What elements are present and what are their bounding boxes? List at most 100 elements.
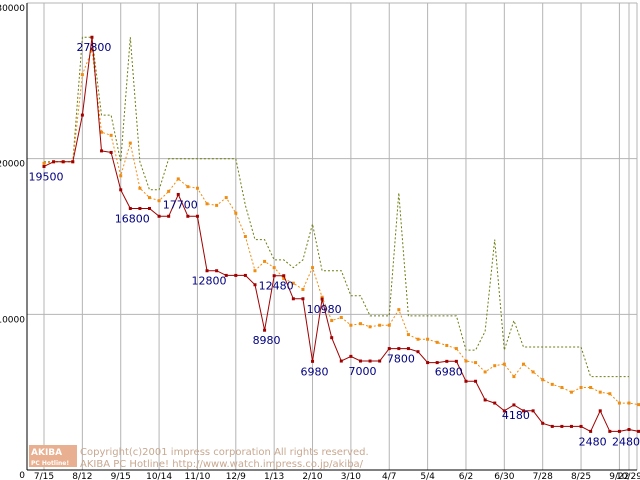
data-point-min bbox=[454, 359, 458, 363]
data-point-average bbox=[147, 196, 151, 200]
data-point-min bbox=[560, 424, 564, 428]
data-point-average bbox=[272, 266, 276, 270]
data-point-average bbox=[301, 287, 305, 291]
data-point-min bbox=[224, 273, 228, 277]
data-point-average bbox=[215, 203, 219, 207]
data-point-min bbox=[109, 150, 113, 154]
data-point-average bbox=[349, 323, 353, 327]
data-point-average bbox=[253, 269, 257, 273]
data-point-average bbox=[502, 362, 506, 366]
data-point-average bbox=[589, 385, 593, 389]
series bbox=[42, 35, 640, 433]
data-labels: 19500 27800 16800 17700 12800 8980 12480 6980 10… bbox=[29, 41, 640, 448]
x-tick-label: 8/12 bbox=[72, 472, 92, 480]
data-point-average bbox=[454, 347, 458, 351]
data-point-min bbox=[90, 35, 94, 39]
x-tick-labels: 7/15 8/12 9/15 10/14 11/10 12/9 1/13 2/10 3/10 4/… bbox=[34, 472, 640, 480]
data-point-min bbox=[627, 428, 631, 432]
x-tick-label: 7/28 bbox=[533, 472, 553, 480]
x-tick-label: 5/4 bbox=[420, 472, 435, 480]
data-point-average bbox=[157, 199, 161, 203]
data-point-average bbox=[483, 370, 487, 374]
data-point-min bbox=[512, 403, 516, 407]
data-point-average bbox=[512, 375, 516, 379]
data-point-average bbox=[205, 202, 209, 206]
data-point-average bbox=[435, 340, 439, 344]
data-point-min bbox=[435, 361, 439, 365]
data-point-min bbox=[358, 359, 362, 363]
data-point-min bbox=[617, 429, 621, 433]
y-tick-labels: 0 10000 20000 30000 bbox=[0, 4, 25, 480]
data-point-min bbox=[138, 206, 142, 210]
data-point-min bbox=[531, 409, 535, 413]
data-point-average bbox=[627, 401, 631, 405]
data-point-min bbox=[608, 429, 612, 433]
data-label: 16800 bbox=[115, 212, 150, 225]
data-label: 6980 bbox=[301, 365, 329, 378]
data-point-min bbox=[502, 409, 506, 413]
data-point-min bbox=[291, 297, 295, 301]
x-tick-label: 4/7 bbox=[382, 472, 396, 480]
data-point-average bbox=[195, 186, 199, 190]
data-label: 4180 bbox=[502, 409, 530, 422]
data-point-average bbox=[186, 185, 190, 189]
data-point-min bbox=[320, 297, 324, 301]
data-point-average bbox=[311, 266, 315, 270]
x-tick-label: 11/10 bbox=[184, 472, 210, 480]
series-line-average bbox=[43, 49, 639, 406]
x-tick-label: 9/22 bbox=[609, 472, 629, 480]
data-label: 6980 bbox=[435, 365, 463, 378]
data-point-average bbox=[579, 385, 583, 389]
data-point-min bbox=[339, 359, 343, 363]
data-point-average bbox=[167, 189, 171, 193]
data-point-average bbox=[541, 378, 545, 382]
x-tick-label: 2/10 bbox=[302, 472, 322, 480]
data-point-min bbox=[61, 160, 65, 164]
y-tick-label: 0 bbox=[19, 471, 25, 480]
data-point-average bbox=[608, 392, 612, 396]
data-point-average bbox=[109, 133, 113, 137]
data-point-average bbox=[474, 361, 478, 365]
data-point-min bbox=[157, 214, 161, 218]
data-point-min bbox=[589, 429, 593, 433]
data-point-min bbox=[71, 160, 75, 164]
y-tick-label: 30000 bbox=[0, 4, 25, 14]
data-point-average bbox=[368, 325, 372, 329]
data-point-min bbox=[550, 424, 554, 428]
data-label: 27800 bbox=[76, 41, 111, 54]
akiba-logo-bottom: PC Hotline! bbox=[31, 460, 69, 467]
data-point-average bbox=[531, 370, 535, 374]
akiba-logo-top: AKIBA bbox=[31, 448, 62, 458]
data-label: 7800 bbox=[387, 353, 415, 366]
data-label: 12480 bbox=[259, 280, 294, 293]
data-point-average bbox=[80, 73, 84, 77]
data-point-min bbox=[80, 113, 84, 117]
data-point-average bbox=[119, 174, 123, 178]
data-point-min bbox=[598, 409, 602, 413]
data-point-average bbox=[637, 403, 640, 407]
data-point-min bbox=[579, 424, 583, 428]
data-point-average bbox=[128, 141, 132, 145]
data-point-min bbox=[483, 398, 487, 402]
data-point-min bbox=[215, 269, 219, 273]
data-point-min bbox=[205, 269, 209, 273]
data-label: 19500 bbox=[29, 170, 64, 183]
data-point-min bbox=[349, 354, 353, 358]
data-point-average bbox=[320, 295, 324, 299]
data-label: 17700 bbox=[163, 198, 198, 211]
series-line-max bbox=[44, 36, 629, 378]
data-point-min bbox=[493, 401, 497, 405]
x-tick-label: 3/10 bbox=[341, 472, 361, 480]
data-point-average bbox=[445, 343, 449, 347]
data-point-average bbox=[90, 48, 94, 52]
series-line-min bbox=[43, 37, 639, 433]
data-point-min bbox=[445, 359, 449, 363]
data-point-average bbox=[224, 196, 228, 200]
data-point-average bbox=[406, 333, 410, 337]
axes bbox=[26, 3, 637, 471]
data-point-min bbox=[406, 347, 410, 351]
data-point-average bbox=[243, 235, 247, 238]
data-label: 8980 bbox=[253, 334, 281, 347]
copyright-line: Copyright(c)2001 impress corporation All… bbox=[80, 447, 369, 458]
